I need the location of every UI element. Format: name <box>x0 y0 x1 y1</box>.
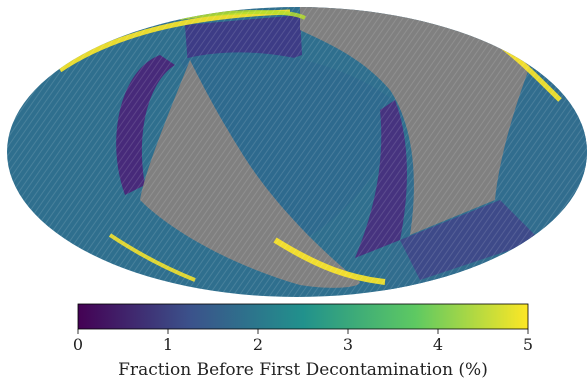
colorbar-tick-label: 0 <box>73 335 83 354</box>
colorbar-label: Fraction Before First Decontamination (%… <box>118 360 488 380</box>
colorbar-gradient <box>77 303 529 330</box>
colorbar-tick-label: 3 <box>343 335 353 354</box>
colorbar-tick-label: 2 <box>253 335 263 354</box>
colorbar-ticks: 0 1 2 3 4 5 <box>73 329 533 354</box>
colorbar-tick-label: 1 <box>163 335 173 354</box>
colorbar: 0 1 2 3 4 5 Fraction Before First Decontamina… <box>73 303 533 380</box>
colorbar-tick-label: 5 <box>523 335 533 354</box>
fringe-texture <box>7 7 587 297</box>
sky-map <box>7 7 587 297</box>
colorbar-tick-label: 4 <box>433 335 443 354</box>
